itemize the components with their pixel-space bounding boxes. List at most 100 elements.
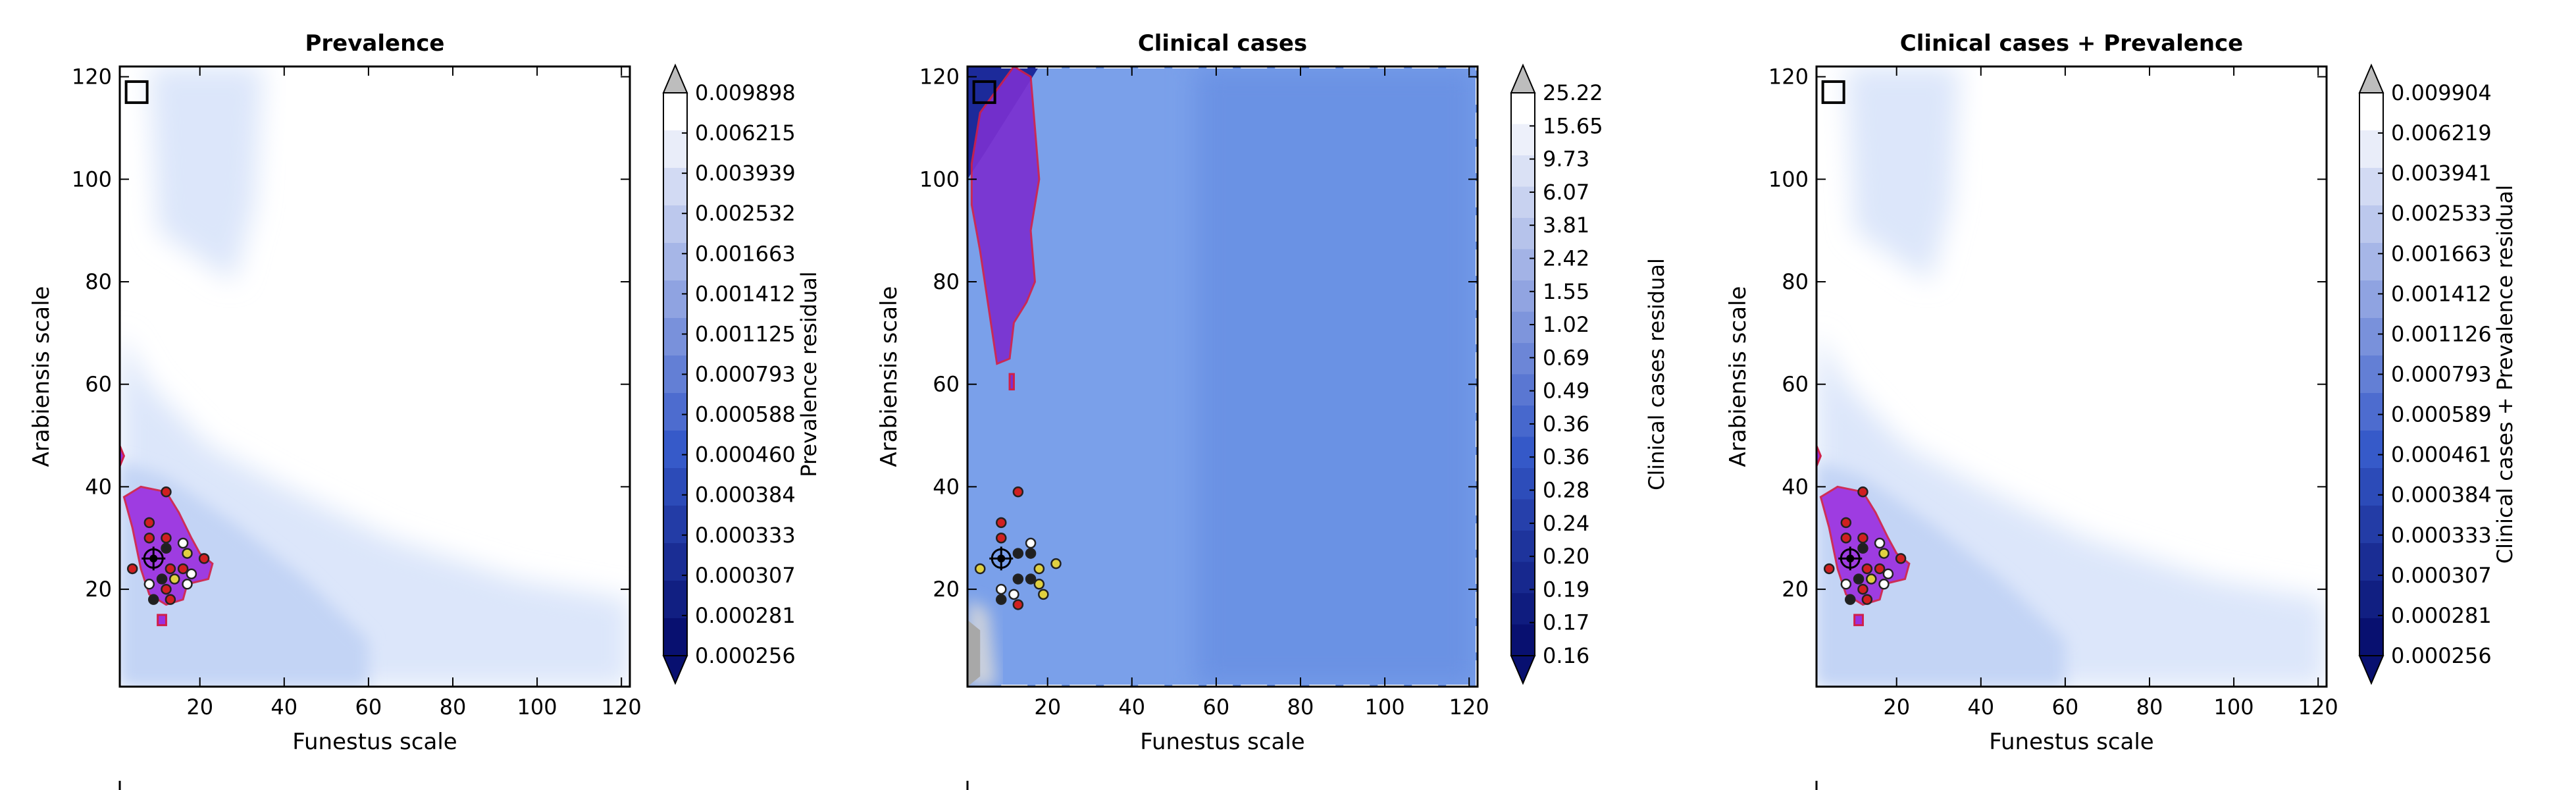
colorbar-segment [663, 506, 687, 544]
x-tick-label: 120 [2298, 695, 2338, 720]
colorbar-tick-label: 0.009898 [695, 80, 796, 105]
data-point [1025, 548, 1037, 559]
colorbar-tick-label: 2.42 [1543, 246, 1589, 271]
colorbar-tick-label: 0.20 [1543, 544, 1589, 569]
chart-title: Clinical cases + Prevalence [1900, 30, 2244, 57]
square-marker [124, 80, 149, 104]
colorbar-tick-label: 6.07 [1543, 180, 1589, 205]
colorbar-segment [1511, 436, 1535, 469]
colorbar-tick-label: 0.000307 [695, 563, 796, 588]
best-region-edge [1816, 445, 1822, 467]
colorbar-segment [1511, 311, 1535, 344]
data-point [1012, 573, 1024, 585]
colorbar-segment [1511, 93, 1535, 124]
y-tick-label: 100 [72, 167, 112, 192]
data-point [995, 517, 1007, 529]
colorbar-tick-label: 0.001412 [695, 281, 796, 306]
data-point [1853, 573, 1865, 585]
colorbar-tick-label: 0.000384 [695, 483, 796, 508]
target-marker-dot [997, 554, 1006, 563]
target-marker [989, 546, 1014, 571]
x-tick-label: 40 [270, 695, 297, 720]
colorbar-segment [663, 93, 687, 131]
colorbar-segment [2359, 205, 2383, 244]
colorbar-tick-label: 0.000281 [2391, 603, 2492, 628]
y-tick-label: 60 [933, 372, 960, 397]
data-point [1861, 594, 1873, 605]
colorbar-segment [1511, 218, 1535, 250]
plot-frame [1815, 65, 2328, 688]
colorbar-label: Clinical cases residual [1644, 258, 1669, 490]
colorbar-segment [2359, 393, 2383, 431]
colorbar-tick-label: 0.24 [1543, 511, 1589, 536]
colorbar-segment [1511, 155, 1535, 187]
y-tick-label: 120 [1768, 65, 1809, 90]
data-point [182, 548, 193, 559]
colorbar-segment [1511, 374, 1535, 406]
colorbar-segment [1511, 624, 1535, 656]
colorbar-tick-label: 0.001412 [2391, 281, 2492, 306]
colorbar-segment [2359, 130, 2383, 169]
colorbar-tick-label: 15.65 [1543, 113, 1603, 138]
data-point [198, 553, 210, 564]
colorbar-tick-label: 0.16 [1543, 643, 1589, 668]
colorbar-tick-label: 0.28 [1543, 478, 1589, 503]
square-marker [1821, 80, 1845, 104]
colorbar-tick-label: 0.000460 [695, 442, 796, 467]
data-point [143, 517, 155, 529]
data-point [995, 583, 1007, 595]
x-axis-label: Funestus scale [1140, 729, 1304, 755]
best-region-secondary [1853, 614, 1864, 627]
colorbar-tick-label: 0.003941 [2391, 161, 2492, 186]
best-region [970, 66, 1041, 365]
data-point [974, 563, 986, 575]
data-point [161, 532, 172, 544]
colorbar-extend-min [2358, 655, 2384, 685]
colorbar-tick-label: 0.69 [1543, 345, 1589, 370]
x-tick-label: 60 [1203, 695, 1230, 720]
data-point [1033, 579, 1045, 590]
y-tick-label: 120 [919, 65, 960, 90]
y-tick-label: 60 [1782, 372, 1809, 397]
colorbar-segment [2359, 168, 2383, 206]
contour-level-3 [1845, 66, 1960, 282]
data-point [169, 573, 180, 585]
data-point [1874, 563, 1886, 575]
colorbar-tick-label: 0.006219 [2391, 120, 2492, 145]
data-point [165, 594, 176, 605]
colorbar-segment [1511, 280, 1535, 312]
colorbar-tick-label: 0.000281 [695, 603, 796, 628]
data-point [1012, 548, 1024, 559]
chart-title: Prevalence [305, 30, 445, 57]
colorbar: 25.22 15.65 9.73 6.07 3.81 2.42 1.55 1.02 0.69 0.… [1510, 63, 1669, 685]
colorbar-label: Clinical cases + Prevalence residual [2492, 185, 2517, 564]
contour-band [1195, 66, 1478, 687]
square-marker [972, 80, 996, 104]
data-point [165, 563, 176, 575]
data-point [1840, 532, 1852, 544]
colorbar-segment [2359, 431, 2383, 469]
colorbar-tick-label: 0.000588 [695, 402, 796, 427]
colorbar-tick-label: 0.49 [1543, 379, 1589, 404]
colorbar-tick-label: 0.000256 [695, 643, 796, 668]
x-axis-label: Funestus scale [1989, 729, 2153, 755]
y-axis-label: Arabiensis scale [876, 286, 902, 467]
data-point [1857, 532, 1868, 544]
colorbar-tick-label: 0.000793 [2391, 362, 2492, 387]
x-tick-label: 120 [1449, 695, 1489, 720]
colorbar-segment [1511, 124, 1535, 156]
colorbar-segment [663, 243, 687, 281]
colorbar-segment [2359, 243, 2383, 281]
data-point [1857, 542, 1868, 554]
y-tick-label: 60 [85, 372, 112, 397]
data-point [1866, 573, 1877, 585]
data-point [161, 486, 172, 498]
data-point [182, 579, 193, 590]
plot-frame [966, 65, 1479, 688]
chart-title: Clinical cases [1138, 30, 1307, 57]
best-region-secondary [1008, 373, 1015, 390]
data-point [995, 594, 1007, 605]
colorbar-segment [663, 280, 687, 319]
colorbar-segment [663, 168, 687, 206]
